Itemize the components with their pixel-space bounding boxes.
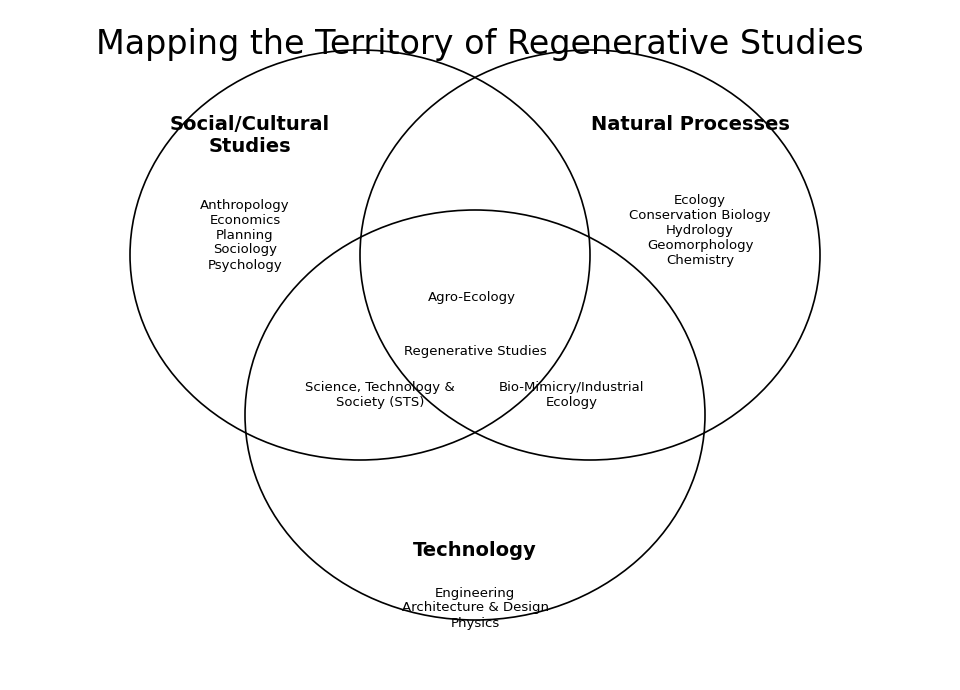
Text: Natural Processes: Natural Processes	[590, 115, 789, 135]
Text: Engineering
Architecture & Design
Physics: Engineering Architecture & Design Physic…	[401, 586, 548, 629]
Text: Technology: Technology	[413, 540, 537, 560]
Text: Social/Cultural
Studies: Social/Cultural Studies	[170, 115, 330, 155]
Text: Regenerative Studies: Regenerative Studies	[403, 346, 546, 359]
Text: Science, Technology &
Society (STS): Science, Technology & Society (STS)	[305, 381, 455, 409]
Text: Anthropology
Economics
Planning
Sociology
Psychology: Anthropology Economics Planning Sociolog…	[201, 199, 290, 271]
Text: Bio-Mimicry/Industrial
Ecology: Bio-Mimicry/Industrial Ecology	[499, 381, 645, 409]
Text: Ecology
Conservation Biology
Hydrology
Geomorphology
Chemistry: Ecology Conservation Biology Hydrology G…	[629, 193, 771, 266]
Text: Agro-Ecology: Agro-Ecology	[428, 291, 516, 304]
Text: Mapping the Territory of Regenerative Studies: Mapping the Territory of Regenerative St…	[96, 28, 864, 61]
